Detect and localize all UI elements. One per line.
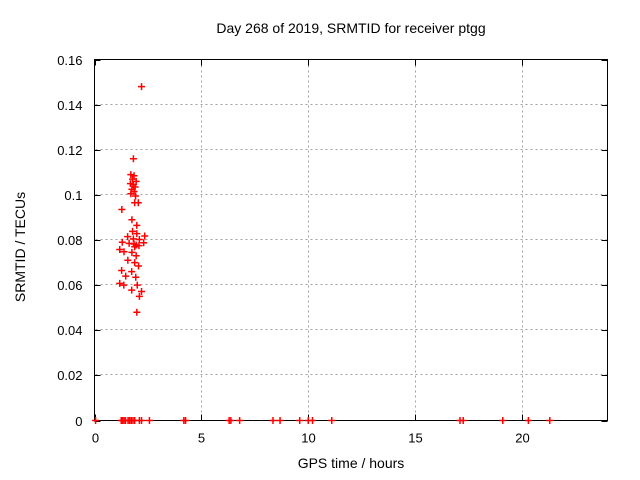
data-point-marker bbox=[130, 172, 138, 180]
data-point-marker bbox=[236, 417, 244, 424]
data-point-marker bbox=[276, 417, 284, 424]
data-point-marker bbox=[133, 281, 141, 289]
data-point-marker bbox=[118, 266, 126, 274]
data-point-marker bbox=[138, 287, 146, 295]
data-point-marker bbox=[124, 256, 132, 264]
data-point-marker bbox=[128, 268, 136, 276]
data-point-marker bbox=[128, 216, 136, 224]
data-point-marker bbox=[129, 175, 137, 183]
data-point-marker bbox=[129, 155, 137, 163]
data-point-marker bbox=[124, 233, 132, 241]
data-point-marker bbox=[132, 252, 140, 260]
y-tick-label: 0.02 bbox=[57, 368, 82, 383]
data-point-marker bbox=[133, 221, 141, 229]
data-point-marker bbox=[145, 417, 153, 424]
y-tick-label: 0.06 bbox=[57, 278, 82, 293]
data-point-marker bbox=[120, 281, 128, 289]
data-point-marker bbox=[135, 236, 143, 244]
y-tick-label: 0.14 bbox=[57, 98, 82, 113]
x-tick-label: 15 bbox=[408, 431, 422, 446]
data-point-marker bbox=[546, 417, 554, 424]
y-axis-label: SRMTID / TECUs bbox=[12, 191, 28, 303]
data-point-marker bbox=[131, 259, 139, 267]
x-axis-label: GPS time / hours bbox=[297, 455, 405, 471]
data-point-marker bbox=[138, 83, 146, 91]
x-tick-label: 0 bbox=[92, 431, 99, 446]
y-tick-label: 0.1 bbox=[64, 188, 82, 203]
data-point-marker bbox=[127, 171, 135, 179]
data-point-marker bbox=[116, 245, 124, 253]
data-point-marker bbox=[132, 273, 140, 281]
data-point-marker bbox=[133, 230, 141, 238]
data-point-marker bbox=[296, 417, 304, 424]
y-tick-label: 0 bbox=[75, 414, 82, 429]
data-point-marker bbox=[132, 192, 140, 200]
data-point-marker bbox=[92, 417, 100, 424]
data-point-marker bbox=[182, 417, 190, 424]
data-point-marker bbox=[128, 248, 136, 256]
data-point-marker bbox=[328, 417, 336, 424]
data-point-marker bbox=[133, 308, 141, 316]
y-tick-label: 0.04 bbox=[57, 323, 82, 338]
data-point-marker bbox=[134, 199, 142, 207]
data-point-marker bbox=[138, 417, 146, 424]
data-point-marker bbox=[131, 243, 139, 251]
data-point-marker bbox=[118, 206, 126, 214]
data-point-marker bbox=[129, 227, 137, 235]
data-point-marker bbox=[135, 292, 143, 300]
x-tick-label: 10 bbox=[301, 431, 315, 446]
data-point-marker bbox=[127, 190, 135, 198]
chart-title: Day 268 of 2019, SRMTID for receiver ptg… bbox=[216, 20, 486, 36]
data-point-marker bbox=[524, 417, 532, 424]
data-point-marker bbox=[116, 279, 124, 287]
data-point-marker bbox=[141, 232, 149, 240]
x-tick-label: 20 bbox=[515, 431, 529, 446]
data-point-marker bbox=[135, 242, 143, 250]
data-point-marker bbox=[269, 417, 277, 424]
y-tick-label: 0.12 bbox=[57, 143, 82, 158]
data-point-marker bbox=[118, 238, 126, 246]
data-point-marker bbox=[459, 417, 467, 424]
data-point-marker bbox=[135, 262, 143, 270]
data-point-marker bbox=[120, 248, 128, 256]
data-point-marker bbox=[499, 417, 507, 424]
data-point-marker bbox=[227, 417, 235, 424]
y-tick-label: 0.08 bbox=[57, 233, 82, 248]
data-point-marker bbox=[140, 239, 148, 247]
data-point-marker bbox=[128, 286, 136, 294]
data-point-marker bbox=[309, 417, 317, 424]
y-tick-label: 0.16 bbox=[57, 53, 82, 68]
x-tick-label: 5 bbox=[198, 431, 205, 446]
data-point-marker bbox=[122, 272, 130, 280]
